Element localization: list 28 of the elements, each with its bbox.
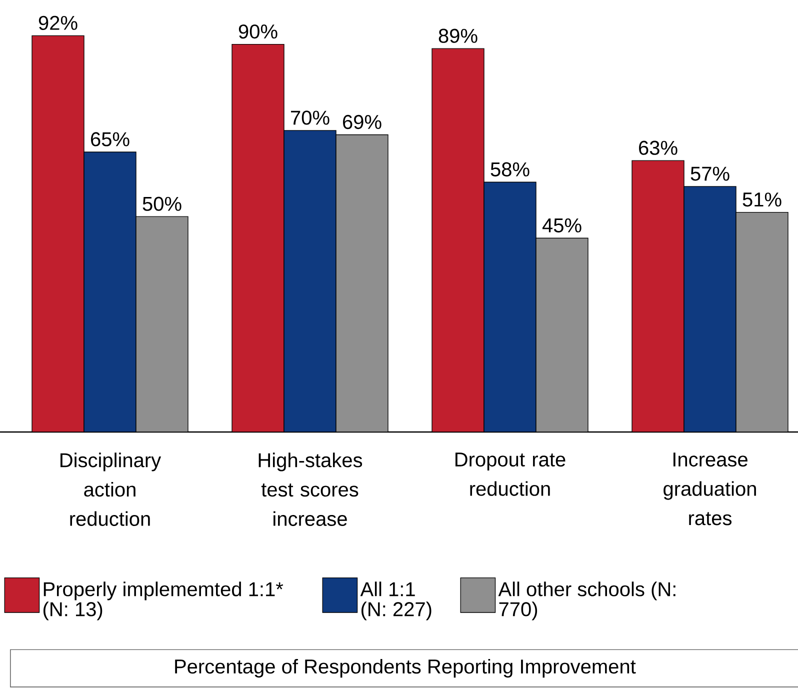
x-tick-label: High-stakes test scores increase	[258, 452, 362, 526]
bar	[284, 130, 336, 432]
bar	[484, 182, 536, 432]
data-label: 65%	[91, 132, 130, 146]
legend-label: All 1:1 (N: 227)	[360, 582, 432, 620]
bar	[536, 238, 588, 432]
bar	[84, 152, 136, 432]
bar	[136, 216, 188, 432]
data-label: 70%	[291, 110, 330, 125]
data-label: 69%	[343, 114, 382, 130]
data-label: 63%	[639, 140, 678, 155]
data-label: 92%	[38, 16, 78, 30]
data-label: 58%	[490, 162, 530, 176]
data-label: 51%	[742, 192, 782, 207]
data-label: 89%	[438, 28, 478, 43]
bar	[336, 134, 388, 432]
x-tick-label: Dropout rate reduction	[455, 452, 566, 496]
data-label: 50%	[142, 196, 182, 211]
x-tick-label: Increase graduation rates	[664, 452, 756, 526]
bar	[684, 186, 736, 432]
legend-label: Properly implememted 1:1* (N: 13)	[44, 582, 284, 620]
data-label: 90%	[238, 24, 278, 39]
data-label: 57%	[690, 166, 730, 181]
bar	[736, 212, 788, 432]
text: Percentage of Respondents Reporting Improvement	[175, 658, 636, 678]
x-tick-label: Disciplinary action reduction	[60, 452, 162, 526]
legend-label: All other schools (N: 770)	[498, 582, 676, 620]
data-label: 45%	[542, 218, 582, 232]
